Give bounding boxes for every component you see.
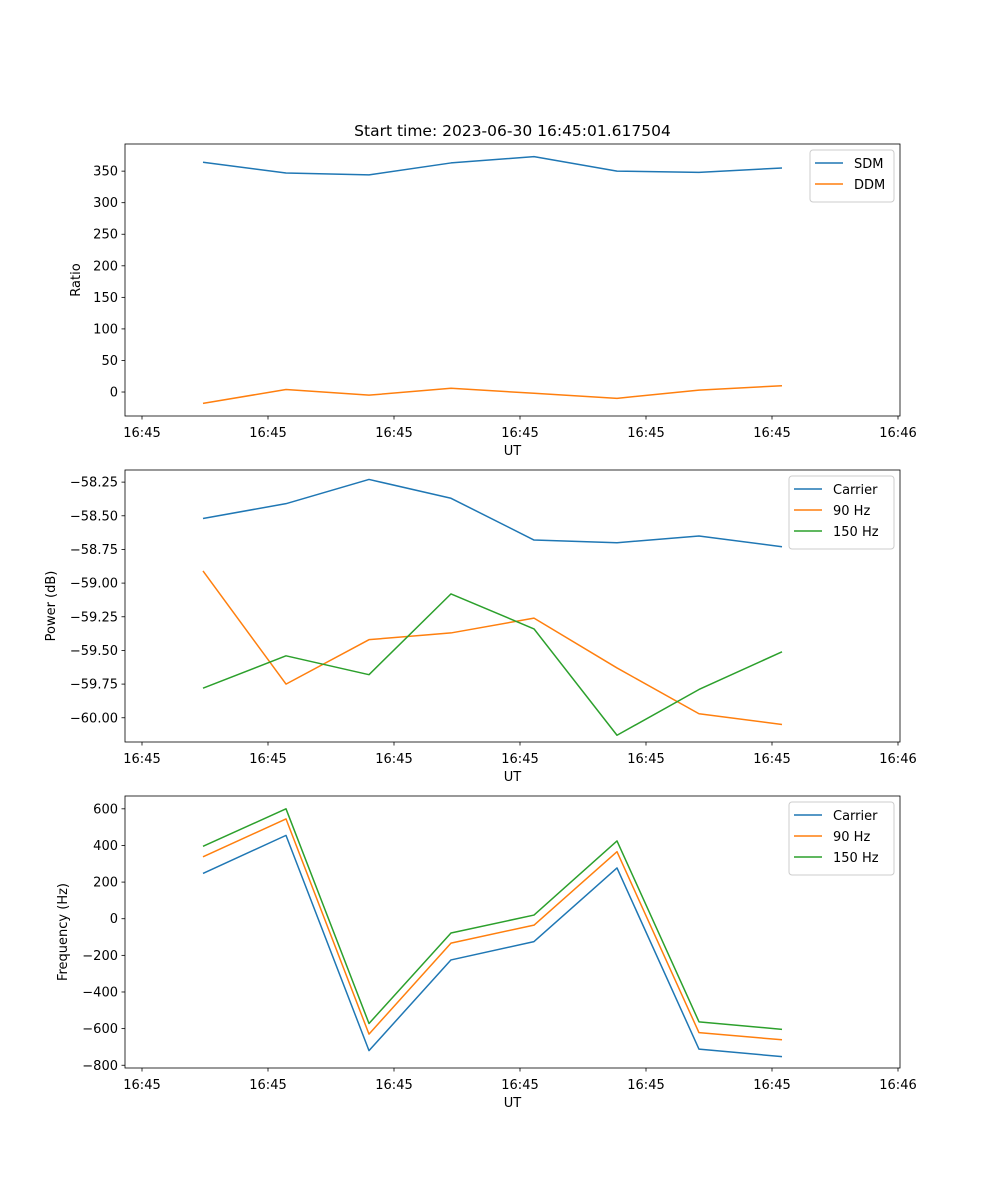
y-tick-label: 0 [110, 386, 118, 401]
axes-frame [124, 143, 901, 417]
legend-label: DDM [854, 178, 885, 193]
x-tick-label: 16:45 [627, 426, 664, 441]
y-tick-label: 600 [93, 802, 118, 817]
legend: Carrier 90 Hz 150 Hz [788, 801, 895, 876]
legend-label: Carrier [833, 483, 878, 498]
subplot-3: −800 −600 −400 −200 0 200 400 600 16:45 16:45 16:4… [56, 795, 917, 1111]
series-line-90-hz [202, 818, 783, 1041]
x-tick-label: 16:45 [123, 752, 160, 767]
series-line-90-hz [202, 570, 783, 726]
x-axis-label: UT [504, 770, 522, 785]
y-tick-label: 350 [93, 165, 118, 180]
legend-label: 90 Hz [833, 830, 870, 845]
x-tick-label: 16:45 [753, 1078, 790, 1093]
y-tick-label: −60.00 [70, 711, 118, 726]
x-tick-label: 16:45 [627, 752, 664, 767]
x-tick-label: 16:45 [249, 1078, 286, 1093]
x-tick-label: 16:46 [879, 1078, 916, 1093]
y-axis-label: Frequency (Hz) [56, 883, 71, 981]
x-tick-label: 16:45 [375, 752, 412, 767]
y-tick-label: 250 [93, 228, 118, 243]
y-tick-label: 200 [93, 259, 118, 274]
x-tick-label: 16:45 [501, 752, 538, 767]
x-tick-label: 16:45 [375, 1078, 412, 1093]
y-tick-label: 50 [101, 354, 118, 369]
x-tick-label: 16:45 [123, 426, 160, 441]
x-tick-label: 16:46 [879, 752, 916, 767]
y-tick-label: −800 [82, 1059, 118, 1074]
x-tick-label: 16:45 [501, 1078, 538, 1093]
chart-title: Start time: 2023-06-30 16:45:01.617504 [354, 122, 671, 140]
y-tick-label: 400 [93, 839, 118, 854]
y-tick-label: −200 [82, 949, 118, 964]
subplot-1: 0 50 100 150 200 250 300 350 16:45 16:45 16:45 16:4… [69, 143, 917, 459]
y-tick-label: −59.00 [70, 577, 118, 592]
series-line-150-hz [202, 808, 783, 1031]
series-line-carrier [202, 478, 783, 548]
x-tick-label: 16:46 [879, 426, 916, 441]
y-axis-label: Ratio [69, 263, 84, 296]
y-tick-label: −59.50 [70, 644, 118, 659]
y-tick-label: −58.25 [70, 476, 118, 491]
y-tick-label: 0 [110, 912, 118, 927]
y-tick-label: 100 [93, 322, 118, 337]
series-line-150-hz [202, 593, 783, 737]
subplots: 0 50 100 150 200 250 300 350 16:45 16:45 16:45 16:4… [44, 143, 917, 1111]
x-tick-label: 16:45 [627, 1078, 664, 1093]
series-line-carrier [202, 834, 783, 1058]
x-axis-label: UT [504, 444, 522, 459]
y-tick-label: −59.25 [70, 610, 118, 625]
x-tick-label: 16:45 [249, 426, 286, 441]
x-tick-label: 16:45 [123, 1078, 160, 1093]
x-axis-label: UT [504, 1096, 522, 1111]
y-axis-label: Power (dB) [44, 571, 59, 642]
legend-label: SDM [854, 157, 883, 172]
legend-label: 150 Hz [833, 525, 879, 540]
series-line-ddm [202, 384, 783, 405]
y-tick-label: −400 [82, 985, 118, 1000]
x-tick-label: 16:45 [753, 426, 790, 441]
x-tick-label: 16:45 [753, 752, 790, 767]
legend: SDM DDM [809, 149, 895, 203]
y-tick-label: −600 [82, 1022, 118, 1037]
x-tick-label: 16:45 [249, 752, 286, 767]
x-tick-label: 16:45 [375, 426, 412, 441]
y-tick-label: −59.75 [70, 678, 118, 693]
y-tick-label: −58.50 [70, 509, 118, 524]
y-tick-label: 150 [93, 291, 118, 306]
y-tick-label: 300 [93, 196, 118, 211]
y-tick-label: 200 [93, 876, 118, 891]
axes-frame [124, 795, 901, 1069]
subplot-2: −60.00 −59.75 −59.50 −59.25 −59.00 −58.75 −58.… [44, 469, 917, 785]
axes-frame [124, 469, 901, 743]
series-line-sdm [202, 155, 783, 176]
y-tick-label: −58.75 [70, 543, 118, 558]
legend-label: Carrier [833, 809, 878, 824]
legend: Carrier 90 Hz 150 Hz [788, 475, 895, 550]
legend-label: 90 Hz [833, 504, 870, 519]
x-tick-label: 16:45 [501, 426, 538, 441]
legend-label: 150 Hz [833, 851, 879, 866]
